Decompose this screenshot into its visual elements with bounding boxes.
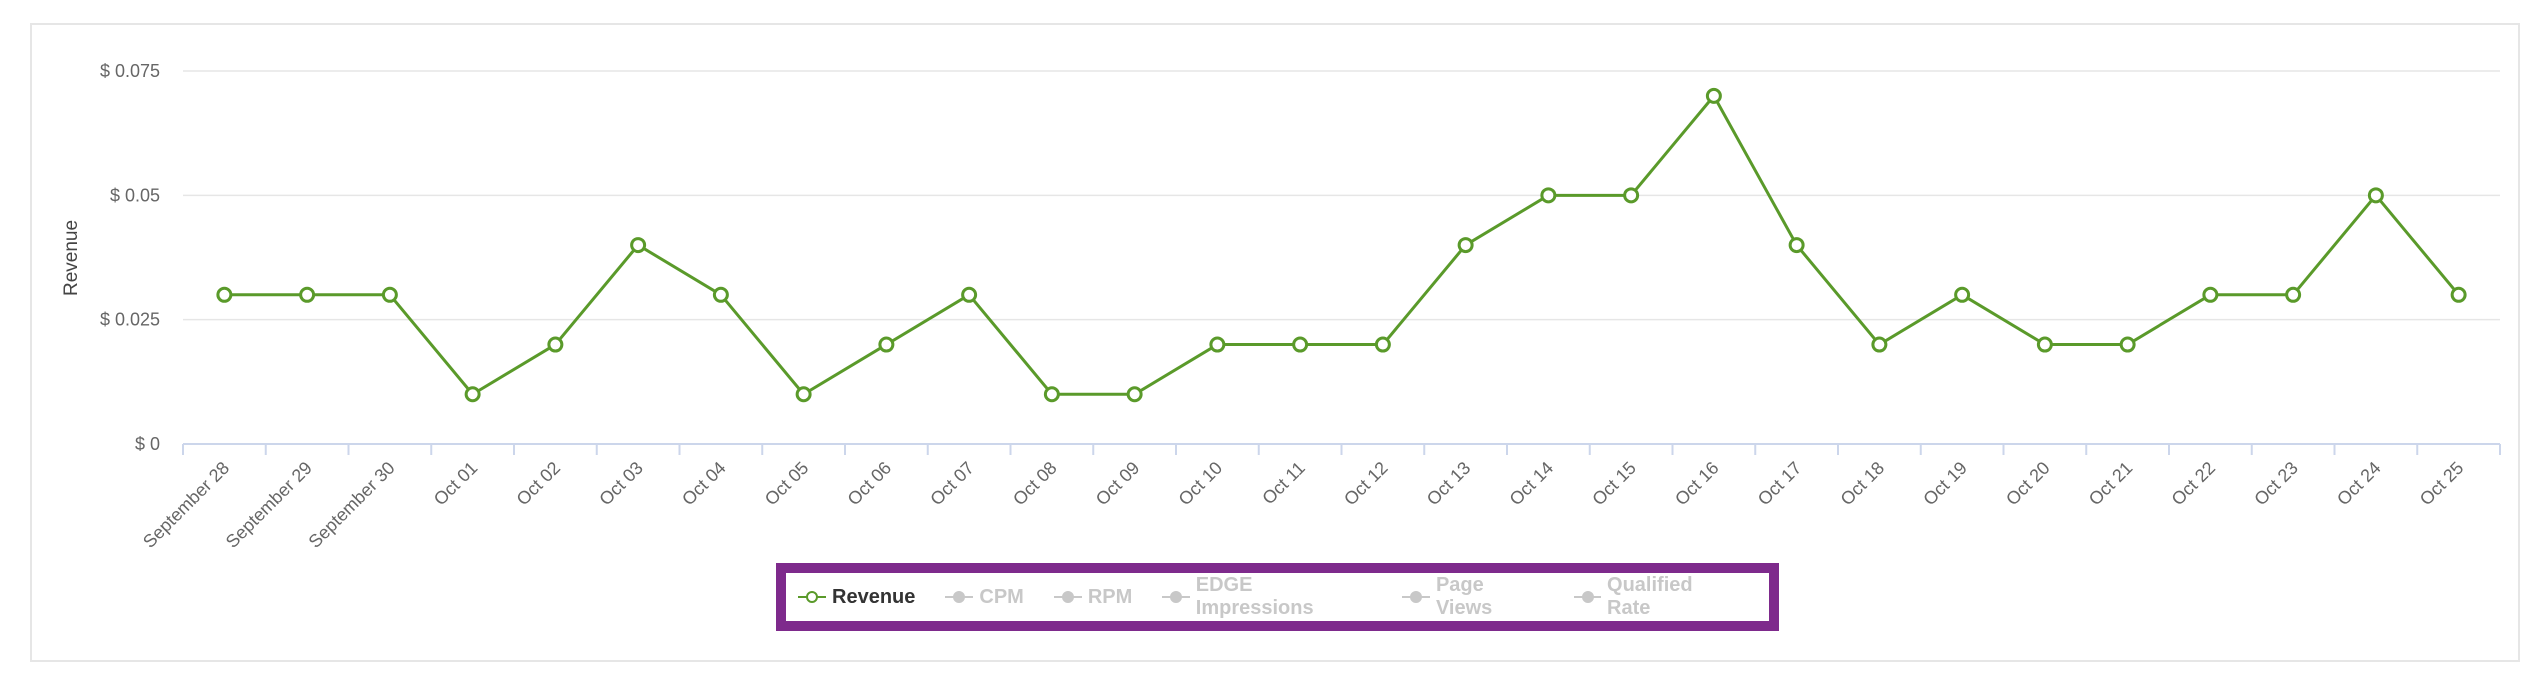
x-tick-label: September 28 (139, 458, 233, 552)
chart-frame (30, 23, 2520, 662)
x-tick-label: Oct 13 (1423, 458, 1475, 510)
legend-label: CPM (979, 585, 1024, 608)
data-point[interactable] (878, 336, 895, 353)
x-tick-label: Oct 20 (2002, 458, 2054, 510)
x-tick-label: Oct 06 (844, 458, 896, 510)
data-point[interactable] (1954, 286, 1971, 303)
x-tick-label: Oct 09 (1092, 458, 1144, 510)
y-tick-label: $ 0.05 (110, 185, 160, 205)
data-point[interactable] (2285, 286, 2302, 303)
data-point[interactable] (1374, 336, 1391, 353)
grid-layer (183, 70, 2500, 321)
x-tick-label: Oct 12 (1340, 458, 1392, 510)
legend-marker-icon (798, 589, 826, 605)
x-tick-label: Oct 01 (430, 458, 482, 510)
data-point[interactable] (1540, 187, 1557, 204)
x-tick-label: Oct 14 (1506, 458, 1558, 510)
x-tick-label: Oct 11 (1258, 458, 1309, 509)
x-tick-label: Oct 24 (2333, 458, 2385, 510)
x-tick-label: Oct 25 (2416, 458, 2468, 510)
series-layer (216, 87, 2467, 403)
x-tick-label: Oct 19 (1919, 458, 1971, 510)
legend-label: Qualified Rate (1607, 574, 1693, 619)
data-point[interactable] (2450, 286, 2467, 303)
data-point[interactable] (1043, 386, 1060, 403)
data-point[interactable] (547, 336, 564, 353)
data-point[interactable] (1209, 336, 1226, 353)
data-point[interactable] (712, 286, 729, 303)
x-tick-label: Oct 05 (761, 458, 813, 510)
x-tick-label: Oct 21 (2085, 458, 2137, 510)
legend-item-rpm[interactable]: RPM (1053, 585, 1133, 609)
data-point[interactable] (1705, 87, 1722, 104)
y-tick-label: $ 0.075 (100, 61, 160, 81)
x-tick-label: Oct 08 (1009, 458, 1061, 510)
legend-label: EDGE Impressions (1195, 574, 1314, 619)
x-tick-label: September 30 (305, 458, 399, 552)
legend-item-revenue[interactable]: Revenue (798, 586, 915, 609)
data-point[interactable] (1623, 187, 1640, 204)
x-tick-label: Oct 03 (595, 458, 647, 510)
legend-marker-icon (1053, 589, 1082, 605)
x-tick-label: Oct 18 (1837, 458, 1889, 510)
x-tick-label: Oct 16 (1671, 458, 1723, 510)
data-point[interactable] (630, 237, 647, 254)
data-point[interactable] (2119, 336, 2136, 353)
x-tick-label: Oct 17 (1754, 458, 1806, 510)
legend-items: Revenue CPM RPM EDGE Impressions Page Views Q… (786, 573, 1769, 621)
legend-item-cpm[interactable]: CPM (945, 585, 1024, 609)
legend-marker-icon (945, 589, 974, 605)
data-point[interactable] (1788, 237, 1805, 254)
x-tick-label: Oct 15 (1588, 458, 1640, 510)
data-point[interactable] (299, 286, 316, 303)
legend-marker-icon (1573, 589, 1602, 605)
x-tick-label: September 29 (222, 458, 316, 552)
data-point[interactable] (1292, 336, 1309, 353)
legend-label: Revenue (832, 585, 916, 608)
data-point[interactable] (464, 386, 481, 403)
data-point[interactable] (2202, 286, 2219, 303)
y-tick-label: $ 0.025 (100, 310, 160, 330)
legend-label: Page Views (1435, 574, 1493, 619)
legend-marker-icon (1402, 589, 1431, 605)
data-point[interactable] (1126, 386, 1143, 403)
y-tick-label: $ 0 (135, 434, 160, 454)
legend-item-page-views[interactable]: Page Views (1402, 574, 1543, 620)
series-line-revenue (224, 94, 2460, 396)
x-tick-label: Oct 04 (678, 458, 730, 510)
legend-item-qualified-rate[interactable]: Qualified Rate (1573, 574, 1739, 620)
x-tick-label: Oct 07 (926, 458, 978, 510)
data-point[interactable] (2036, 336, 2053, 353)
legend: Revenue CPM RPM EDGE Impressions Page Views Q… (776, 563, 1779, 631)
x-tick-label: Oct 10 (1175, 458, 1227, 510)
data-point[interactable] (1457, 237, 1474, 254)
data-point[interactable] (2367, 187, 2384, 204)
y-axis-title: Revenue (61, 220, 82, 296)
legend-label: RPM (1087, 585, 1133, 608)
data-point[interactable] (381, 286, 398, 303)
legend-marker-icon (1162, 589, 1191, 605)
data-point[interactable] (961, 286, 978, 303)
x-tick-label: Oct 23 (2250, 458, 2302, 510)
legend-item-edge-impressions[interactable]: EDGE Impressions (1162, 574, 1372, 620)
x-tick-label: Oct 22 (2168, 458, 2220, 510)
data-point[interactable] (216, 286, 233, 303)
y-axis: $ 0 $ 0.025 $ 0.05 $ 0.075 (100, 61, 160, 454)
x-tick-label: Oct 02 (513, 458, 565, 510)
data-point[interactable] (795, 386, 812, 403)
data-point[interactable] (1871, 336, 1888, 353)
